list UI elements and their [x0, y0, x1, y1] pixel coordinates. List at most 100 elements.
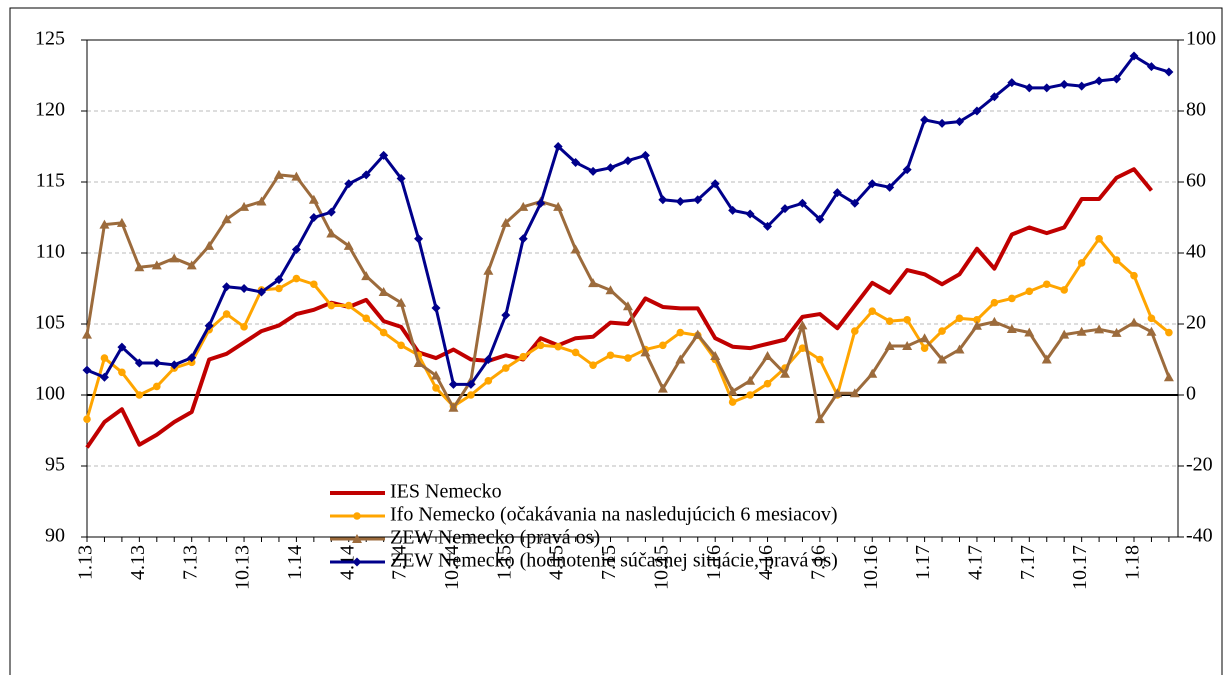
marker — [728, 398, 737, 406]
marker — [432, 384, 440, 392]
marker — [727, 386, 738, 396]
series-line — [85, 173, 1171, 421]
y2-tick-label: 20 — [1186, 312, 1206, 334]
marker — [1042, 280, 1051, 289]
marker — [135, 391, 144, 399]
marker — [746, 391, 754, 399]
marker — [588, 166, 598, 176]
marker — [413, 358, 424, 368]
marker — [483, 355, 493, 364]
marker — [82, 365, 92, 375]
marker — [919, 333, 930, 343]
marker — [763, 221, 773, 231]
marker — [867, 368, 878, 378]
marker — [310, 280, 318, 289]
marker — [832, 188, 842, 198]
legend-label: Ifo Nemecko (očakávania na nasledujúcich… — [390, 504, 838, 526]
marker — [971, 320, 982, 330]
marker — [204, 240, 215, 250]
marker — [973, 315, 981, 324]
x-tick-label: 1.16 — [703, 545, 725, 580]
marker — [1060, 286, 1068, 294]
x-tick-label: 10.13 — [232, 545, 254, 590]
marker — [640, 347, 651, 357]
marker — [903, 315, 911, 324]
marker — [291, 171, 302, 181]
marker — [1042, 83, 1052, 93]
marker — [257, 287, 266, 297]
marker — [692, 329, 703, 339]
marker — [693, 195, 703, 205]
marker — [815, 214, 825, 224]
marker — [710, 350, 721, 360]
marker — [1041, 354, 1052, 364]
marker — [187, 353, 197, 363]
marker — [990, 298, 999, 307]
marker — [326, 207, 336, 217]
marker — [536, 341, 545, 350]
marker — [1077, 259, 1086, 267]
marker — [502, 364, 510, 372]
marker — [624, 354, 632, 362]
marker — [466, 379, 476, 389]
marker — [814, 414, 825, 424]
marker — [116, 217, 127, 227]
marker — [500, 217, 511, 227]
marker — [954, 344, 965, 354]
marker — [82, 329, 92, 339]
x-tick-label: 10.14 — [441, 545, 463, 590]
marker — [204, 321, 214, 331]
marker — [1165, 328, 1173, 337]
marker — [99, 372, 109, 382]
y-tick-label: 120 — [35, 99, 65, 121]
marker — [797, 320, 808, 330]
marker — [1146, 62, 1156, 72]
marker — [1147, 314, 1156, 323]
marker — [553, 142, 563, 151]
marker — [240, 323, 248, 331]
marker — [256, 196, 267, 206]
marker — [816, 355, 824, 364]
marker — [501, 310, 511, 320]
marker — [938, 327, 946, 335]
marker — [291, 244, 301, 254]
x-tick-label: 4.13 — [127, 545, 149, 580]
y2-tick-label: 60 — [1186, 170, 1206, 192]
marker — [832, 388, 843, 398]
marker — [379, 150, 389, 160]
marker — [989, 92, 999, 102]
marker — [849, 388, 860, 398]
x-tick-label: 4.16 — [755, 545, 777, 580]
marker — [239, 201, 250, 211]
marker — [414, 234, 424, 244]
marker — [868, 307, 877, 316]
marker — [589, 361, 597, 369]
marker — [762, 350, 773, 360]
marker — [1025, 287, 1034, 296]
marker — [361, 271, 372, 281]
series-line — [86, 54, 1170, 386]
x-tick-label: 7.15 — [598, 545, 620, 580]
marker — [83, 415, 91, 423]
marker — [1059, 79, 1069, 89]
marker — [221, 214, 232, 224]
x-tick-label: 1.13 — [75, 545, 97, 580]
x-tick-label: 7.14 — [389, 545, 411, 580]
marker — [186, 260, 197, 270]
marker — [222, 310, 231, 318]
y-tick-label: 125 — [35, 28, 65, 50]
marker — [763, 379, 772, 388]
x-tick-label: 7.13 — [179, 545, 201, 580]
marker — [361, 170, 371, 180]
x-tick-label: 7.17 — [1017, 545, 1039, 580]
marker — [972, 106, 982, 116]
marker — [659, 341, 667, 350]
marker — [352, 557, 362, 567]
marker — [169, 253, 180, 263]
x-tick-label: 10.16 — [860, 545, 882, 590]
marker — [745, 209, 755, 219]
chart-frame — [9, 7, 1223, 675]
marker — [588, 278, 599, 288]
marker — [1164, 67, 1174, 77]
